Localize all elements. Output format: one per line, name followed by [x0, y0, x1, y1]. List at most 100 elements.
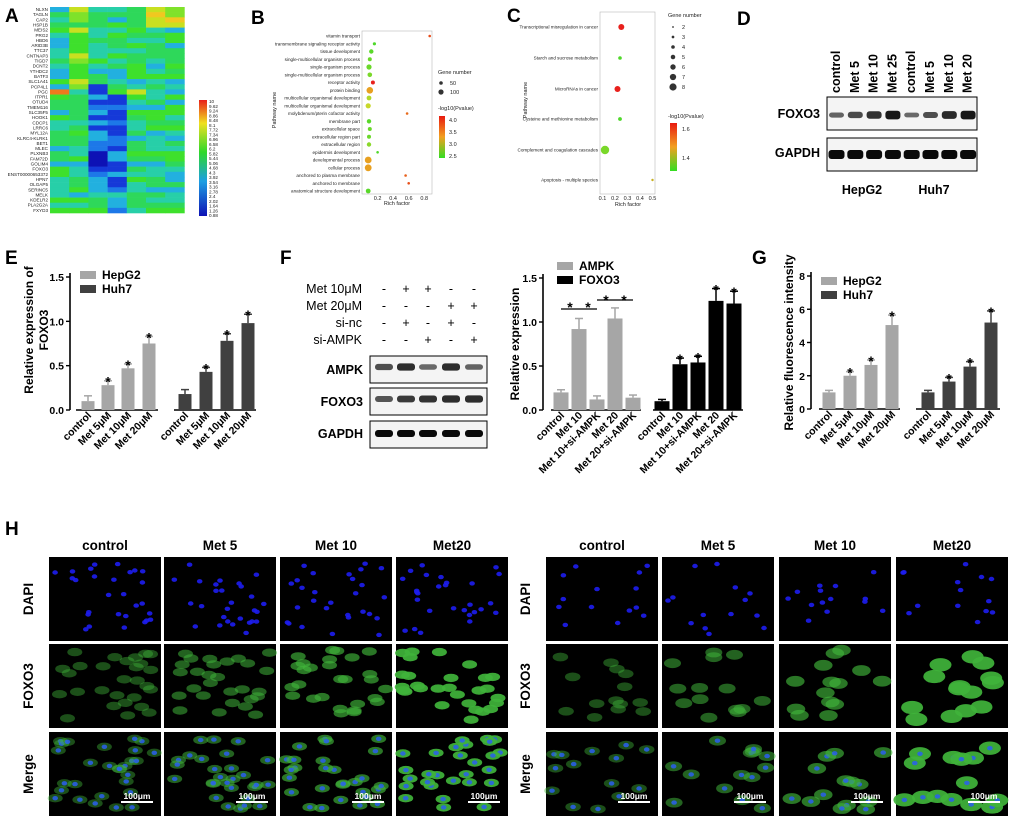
panel-f-sign: + [402, 282, 409, 296]
dapi-nucleus [688, 621, 694, 626]
dapi-nucleus [366, 611, 373, 617]
heatmap-gene-label: BATF3 [34, 74, 48, 79]
merge-nucleus [359, 776, 365, 781]
heatmap-cell [107, 202, 128, 209]
merge-nucleus [125, 772, 131, 777]
go-term-label: vitamin transport [326, 34, 361, 39]
foxo3-cell [333, 709, 349, 718]
microscopy-panel: control 100μm Met 5 100μm Met 10 100μm Met20 10… [21, 538, 1009, 816]
dapi-nucleus [123, 613, 129, 619]
heatmap-cell [69, 63, 89, 70]
panel-f-sign: - [449, 333, 453, 347]
chart_e-legend-swatch [80, 271, 96, 279]
merge-nucleus [616, 794, 622, 799]
chart_e-bar [220, 340, 234, 410]
foxo3-cell [395, 648, 411, 658]
heatmap-gene-label: CDCP1 [32, 120, 48, 125]
heatmap-cell [126, 43, 147, 49]
blot-f-ampk-band [442, 363, 460, 371]
merge-nucleus [288, 767, 295, 773]
blot-d-lane-label: control [904, 51, 918, 93]
merge-nucleus [863, 807, 869, 812]
kegg-x-tick: 0.3 [624, 196, 632, 202]
chart_e-significance-star: * [146, 329, 152, 345]
heatmap-cell [69, 192, 89, 198]
kegg-legend-color-label-low: 1.4 [682, 156, 690, 162]
dapi-nucleus [299, 624, 305, 630]
go-dot [367, 57, 372, 62]
foxo3-cell [285, 691, 301, 700]
kegg-x-tick: 0.5 [649, 196, 657, 202]
dapi-nucleus [588, 604, 595, 610]
chart_f-bar [553, 392, 569, 410]
chart_g-bar [984, 322, 998, 409]
heatmap-cell [69, 187, 89, 193]
kegg-x-tick: 0.1 [599, 196, 607, 202]
foxo3-cell [397, 687, 413, 696]
foxo3-cell [443, 673, 459, 683]
heatmap-cell [126, 171, 147, 178]
scale-bar-label: 100μm [854, 791, 881, 801]
dapi-nucleus [728, 611, 734, 617]
heatmap-gene-label: SERINC5 [28, 187, 48, 192]
dapi-nucleus [360, 609, 366, 614]
go-x-axis-title: Rich factor [384, 201, 410, 207]
heatmap-cell [126, 58, 147, 64]
dapi-nucleus [670, 595, 676, 600]
heatmap-cell [126, 192, 147, 198]
heatmap-scale-label: 2.02 [209, 199, 218, 204]
heatmap-scale-label: 5.44 [209, 156, 218, 161]
panel-f-row-label: Met 20μM [306, 299, 362, 313]
merge-nucleus [400, 751, 406, 756]
go-plot-frame [361, 30, 433, 195]
microscopy-column-header: control [579, 538, 625, 553]
merge-nucleus [839, 806, 845, 811]
foxo3-cell [251, 687, 267, 696]
heatmap-cell [88, 58, 108, 64]
heatmap-gene-labels: NLXNTAGLNCAP2HSP1BMEIS2PRG2HBD6ARID3BTTC… [8, 7, 49, 213]
panel-f-sign: - [382, 333, 386, 347]
merge-nucleus [228, 785, 235, 790]
heatmap-cell [126, 130, 147, 137]
heatmap-cell [107, 207, 128, 214]
merge-nucleus [808, 799, 814, 804]
foxo3-cell [980, 671, 1003, 685]
foxo3-cell [726, 649, 743, 660]
heatmap-cell [126, 176, 147, 183]
heatmap-cell [69, 125, 89, 131]
merge-nucleus [880, 750, 886, 755]
dapi-nucleus [127, 570, 133, 575]
foxo3-cell [669, 683, 687, 694]
merge-nucleus [319, 786, 326, 791]
merge-nucleus [101, 744, 108, 749]
chart_g-y-tick-label: 2 [799, 371, 805, 383]
chart_e-significance-star: * [203, 360, 209, 376]
go-dot [405, 112, 409, 115]
heatmap-cell [126, 89, 147, 95]
blot-d-foxo3-band [885, 110, 901, 120]
heatmap-cell [88, 207, 108, 214]
heatmap-cell [146, 176, 166, 183]
panel-f-sign: - [404, 299, 408, 313]
panel-f-conditions: Met 10μM - + + - - Met 20μM - - - + + si-nc - + - + - si-A… [306, 282, 488, 449]
foxo3-cell [219, 657, 235, 666]
dapi-nucleus [626, 608, 633, 613]
dapi-nucleus [261, 601, 267, 607]
heatmap-cell [107, 104, 128, 111]
foxo3-cell [616, 682, 633, 692]
foxo3-cell [337, 675, 353, 684]
go-term-label: extracellular space [322, 127, 361, 132]
heatmap-cell [88, 140, 108, 147]
merge-nucleus [131, 736, 138, 741]
microscopy-tile [662, 557, 774, 641]
dapi-nucleus [692, 563, 698, 569]
blot-d-gapdh-band [866, 150, 883, 159]
merge-nucleus [453, 744, 459, 750]
dapi-nucleus [560, 596, 567, 602]
blot-d-foxo3-label: FOXO3 [778, 107, 820, 121]
kegg-dot [618, 24, 625, 30]
chart_e-bar [241, 323, 255, 410]
go-dot [366, 142, 372, 147]
merge-nucleus [139, 739, 145, 744]
dapi-nucleus [493, 565, 499, 570]
